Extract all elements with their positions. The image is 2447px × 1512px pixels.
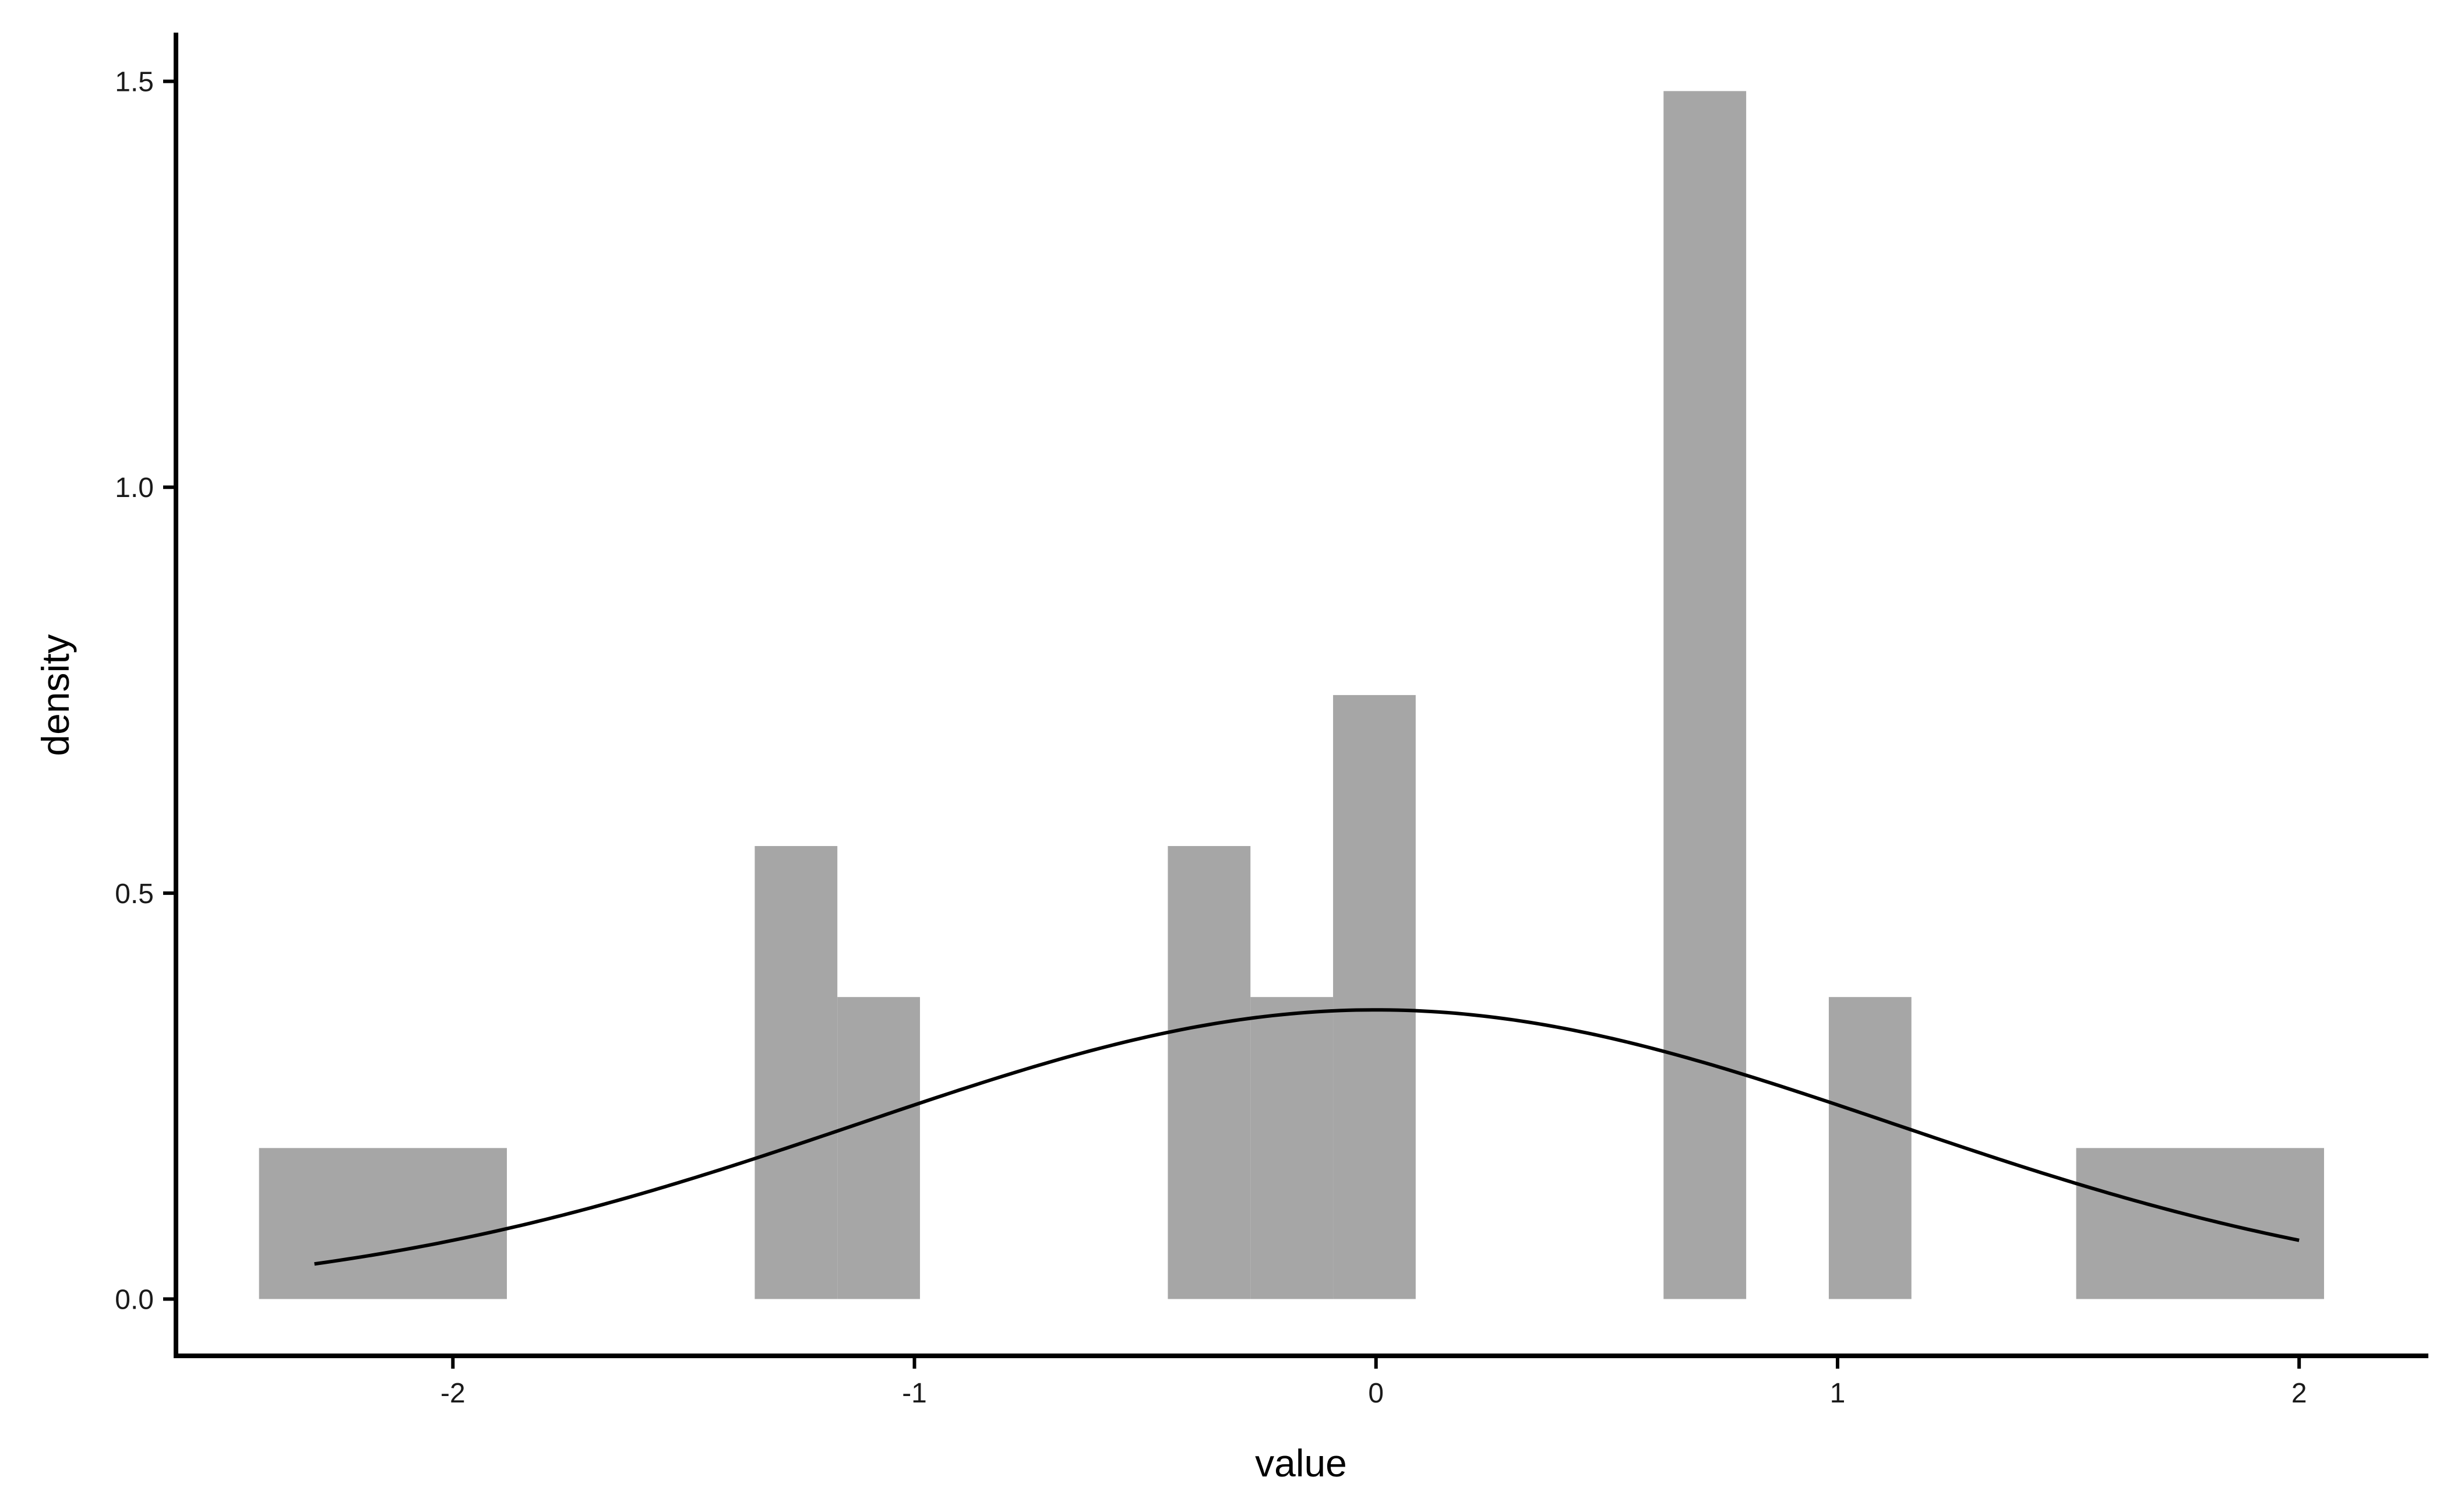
histogram-bar-5 <box>1333 695 1416 1299</box>
x-tick-label-1: -1 <box>902 1378 927 1409</box>
y-tick-label-2: 1.0 <box>115 473 154 503</box>
x-tick-label-2: 0 <box>1368 1378 1384 1409</box>
y-tick-label-1: 0.5 <box>115 879 154 910</box>
x-tick-label-3: 1 <box>1830 1378 1846 1409</box>
x-tick-label-0: -2 <box>440 1378 466 1409</box>
y-axis-title: density <box>34 634 77 756</box>
histogram-bar-1 <box>754 846 838 1299</box>
y-axis-ticks: 0.0 0.5 1.0 1.5 <box>115 67 176 1315</box>
density-curve-line <box>314 1008 2300 1266</box>
x-axis-title: value <box>1255 1441 1347 1485</box>
histogram-bar-4 <box>1250 997 1334 1299</box>
histogram-bar-8 <box>2076 1148 2324 1299</box>
histogram-bar-6 <box>1663 91 1747 1299</box>
histogram-bar-0 <box>259 1148 507 1299</box>
y-tick-label-3: 1.5 <box>115 67 154 98</box>
histogram-bar-3 <box>1168 846 1251 1299</box>
x-tick-label-4: 2 <box>2291 1378 2307 1409</box>
x-axis-ticks: -2 -1 0 1 2 <box>440 1356 2307 1409</box>
histogram-bars <box>259 91 2324 1299</box>
y-tick-label-0: 0.0 <box>115 1284 154 1315</box>
histogram-bar-7 <box>1828 997 1912 1299</box>
histogram-bar-2 <box>837 997 921 1299</box>
